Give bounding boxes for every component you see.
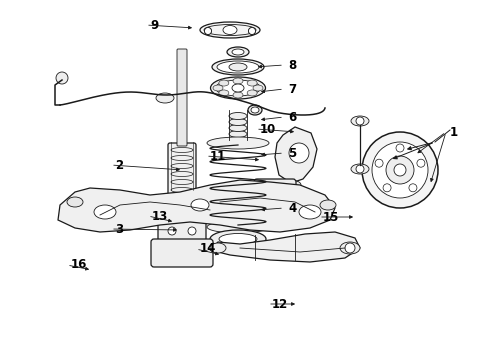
Circle shape <box>409 184 417 192</box>
Ellipse shape <box>212 59 264 75</box>
Text: 8: 8 <box>288 59 296 72</box>
Circle shape <box>204 27 212 35</box>
Ellipse shape <box>351 164 369 174</box>
Ellipse shape <box>229 118 247 126</box>
Circle shape <box>188 227 196 235</box>
Ellipse shape <box>207 221 269 233</box>
Ellipse shape <box>229 125 247 131</box>
Text: 15: 15 <box>323 211 340 224</box>
Circle shape <box>345 243 355 253</box>
Ellipse shape <box>219 90 229 96</box>
Ellipse shape <box>223 26 237 35</box>
Text: 1: 1 <box>450 126 458 139</box>
Ellipse shape <box>156 93 174 103</box>
Ellipse shape <box>229 136 247 144</box>
Text: 12: 12 <box>272 297 288 310</box>
Text: 14: 14 <box>200 243 217 256</box>
Circle shape <box>248 27 255 35</box>
Circle shape <box>56 72 68 84</box>
Ellipse shape <box>216 80 261 96</box>
Ellipse shape <box>232 49 244 55</box>
Text: 5: 5 <box>288 147 296 159</box>
Text: 16: 16 <box>71 258 87 271</box>
Ellipse shape <box>211 77 266 99</box>
Ellipse shape <box>219 80 229 86</box>
Circle shape <box>204 27 212 35</box>
Ellipse shape <box>289 181 301 189</box>
Text: 11: 11 <box>210 149 226 162</box>
Circle shape <box>383 184 391 192</box>
Circle shape <box>289 143 309 163</box>
Ellipse shape <box>200 22 260 38</box>
Ellipse shape <box>207 137 269 149</box>
Circle shape <box>356 117 364 125</box>
Ellipse shape <box>247 90 257 96</box>
Ellipse shape <box>340 242 360 254</box>
Ellipse shape <box>351 116 369 126</box>
Circle shape <box>386 156 414 184</box>
Ellipse shape <box>299 205 321 219</box>
Ellipse shape <box>253 85 263 91</box>
Ellipse shape <box>191 199 209 211</box>
Text: 9: 9 <box>150 18 158 32</box>
Ellipse shape <box>94 205 116 219</box>
Ellipse shape <box>217 61 259 73</box>
Ellipse shape <box>229 63 247 71</box>
Circle shape <box>375 159 383 167</box>
Text: 2: 2 <box>115 158 123 171</box>
Ellipse shape <box>67 197 83 207</box>
FancyBboxPatch shape <box>177 49 187 146</box>
Ellipse shape <box>229 131 247 138</box>
FancyBboxPatch shape <box>151 239 213 267</box>
Circle shape <box>362 132 438 208</box>
Polygon shape <box>275 127 317 183</box>
Ellipse shape <box>210 230 266 248</box>
Circle shape <box>263 188 271 196</box>
Circle shape <box>168 227 176 235</box>
Text: 6: 6 <box>288 111 296 123</box>
Circle shape <box>396 144 404 152</box>
Circle shape <box>394 164 406 176</box>
Ellipse shape <box>213 85 223 91</box>
Ellipse shape <box>210 243 226 253</box>
Text: 4: 4 <box>288 202 296 215</box>
Ellipse shape <box>320 200 336 210</box>
FancyBboxPatch shape <box>168 143 196 227</box>
Ellipse shape <box>247 80 257 86</box>
Ellipse shape <box>233 92 243 98</box>
Ellipse shape <box>233 78 243 84</box>
Ellipse shape <box>219 234 257 244</box>
Circle shape <box>356 165 364 173</box>
Ellipse shape <box>227 47 249 57</box>
Circle shape <box>372 142 428 198</box>
Ellipse shape <box>251 107 259 113</box>
Text: 13: 13 <box>152 210 168 222</box>
Circle shape <box>248 27 255 35</box>
FancyBboxPatch shape <box>254 179 296 205</box>
Text: 3: 3 <box>115 222 123 235</box>
Polygon shape <box>210 232 360 262</box>
Polygon shape <box>58 180 335 232</box>
Ellipse shape <box>229 112 247 120</box>
Circle shape <box>279 188 287 196</box>
Text: 10: 10 <box>260 122 276 135</box>
FancyBboxPatch shape <box>158 220 206 242</box>
Text: 7: 7 <box>288 82 296 95</box>
Ellipse shape <box>232 84 244 92</box>
Circle shape <box>417 159 425 167</box>
Ellipse shape <box>248 105 262 115</box>
